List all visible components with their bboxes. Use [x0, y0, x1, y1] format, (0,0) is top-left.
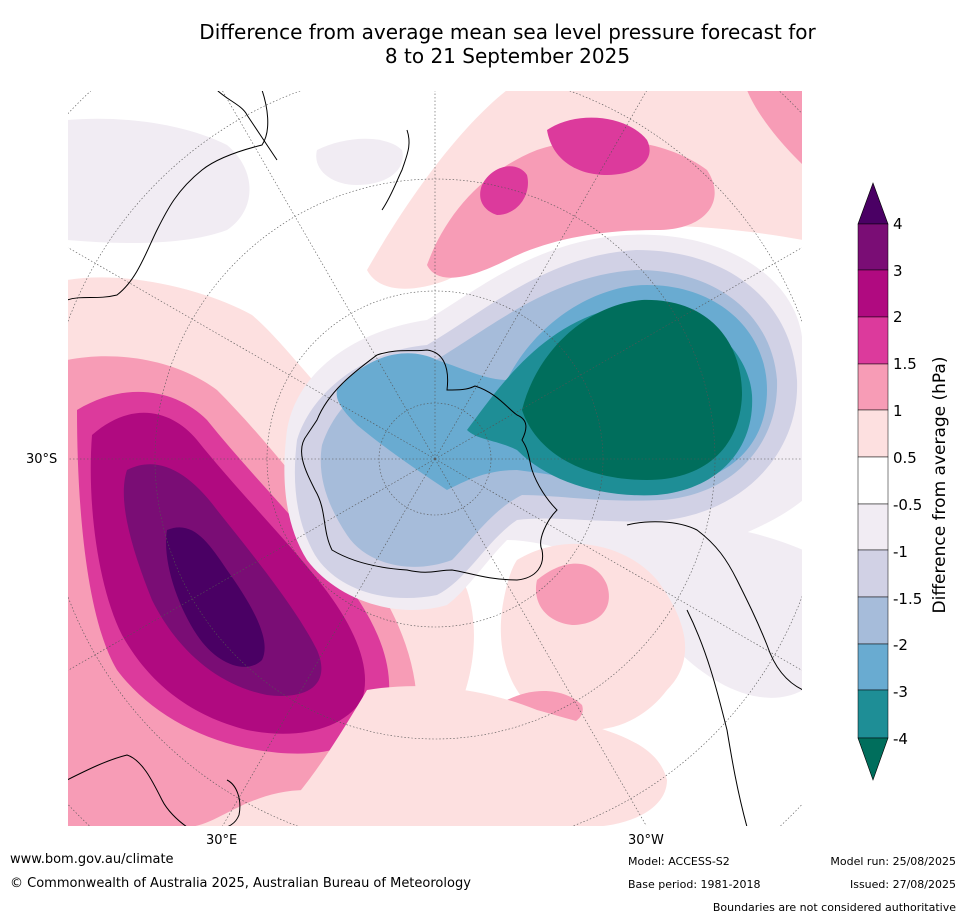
colorbar-segment-neg1.5-neg2: [857, 596, 889, 645]
footer-issued: Issued: 27/08/2025: [849, 878, 956, 891]
footer-url: www.bom.gov.au/climate: [10, 852, 174, 867]
footer-model: Model: ACCESS-S2: [628, 855, 730, 868]
colorbar-label-neg1: -1: [893, 543, 908, 561]
colorbar-label-neg3: -3: [893, 683, 908, 701]
colorbar-segment-3-4: [857, 223, 889, 271]
anomaly-australia-slight-negative: [67, 118, 250, 243]
colorbar-top-arrow: [857, 182, 889, 225]
south-america-east-coastline: [686, 609, 748, 827]
colorbar-label-1.5: 1.5: [893, 355, 917, 373]
colorbar-segment-2-3: [857, 269, 889, 318]
colorbar-segment-neg3-neg4: [857, 689, 889, 739]
footer-base-period: Base period: 1981-2018: [628, 878, 761, 891]
tick-label-30e: 30°E: [206, 833, 238, 848]
anomaly-south-america-slight-negative: [627, 523, 803, 698]
colorbar-segment-neg2-neg3: [857, 643, 889, 691]
colorbar-label-neg4: -4: [893, 730, 908, 748]
colorbar-label-1: 1: [893, 402, 903, 420]
colorbar: [857, 182, 889, 782]
title-line-2: 8 to 21 September 2025: [384, 44, 631, 68]
anomaly-tasman-slight-negative: [316, 138, 403, 185]
colorbar-segment-1-1.5: [857, 363, 889, 411]
colorbar-label-neg1.5: -1.5: [893, 590, 923, 608]
footer-model-run: Model run: 25/08/2025: [830, 855, 956, 868]
map-title: Difference from average mean sea level p…: [0, 20, 965, 68]
colorbar-segment-neutral: [857, 456, 889, 505]
colorbar-segment-0.5-1: [857, 409, 889, 458]
colorbar-label-2: 2: [893, 308, 903, 326]
colorbar-label-3: 3: [893, 262, 903, 280]
title-line-1: Difference from average mean sea level p…: [199, 20, 816, 44]
colorbar-label-0.5: 0.5: [893, 449, 917, 467]
australia-north-coastline: [216, 90, 278, 161]
colorbar-label-neg0.5: -0.5: [893, 496, 923, 514]
colorbar-segment-neg0.5-neg1: [857, 503, 889, 551]
antarctica-coastline: [301, 349, 558, 581]
colorbar-bottom-arrow: [857, 737, 889, 781]
colorbar-label-4: 4: [893, 215, 903, 233]
colorbar-label-neg2: -2: [893, 636, 908, 654]
coastlines: [67, 90, 803, 827]
anomaly-south-atlantic-positive: [267, 543, 686, 827]
footer-copyright: © Commonwealth of Australia 2025, Austra…: [10, 876, 471, 891]
colorbar-svg: [857, 182, 889, 781]
pressure-anomaly-map: [67, 90, 803, 827]
colorbar-segment-neg1-neg1.5: [857, 549, 889, 598]
tick-label-30s: 30°S: [26, 452, 58, 467]
africa-coastline: [67, 754, 188, 827]
graticule: [67, 90, 803, 827]
new-zealand-coastline: [381, 129, 410, 211]
colorbar-segment-1.5-2: [857, 316, 889, 365]
south-america-coastline: [626, 521, 803, 691]
colorbar-title: Difference from average (hPa): [930, 356, 950, 614]
map-svg: [67, 90, 803, 827]
tick-label-30w: 30°W: [628, 833, 664, 848]
anomaly-antarctic-negative: [284, 234, 803, 610]
footer-disclaimer: Boundaries are not considered authoritat…: [712, 901, 956, 914]
australia-coastline: [67, 90, 269, 301]
anomaly-south-pacific-positive: [367, 90, 803, 289]
